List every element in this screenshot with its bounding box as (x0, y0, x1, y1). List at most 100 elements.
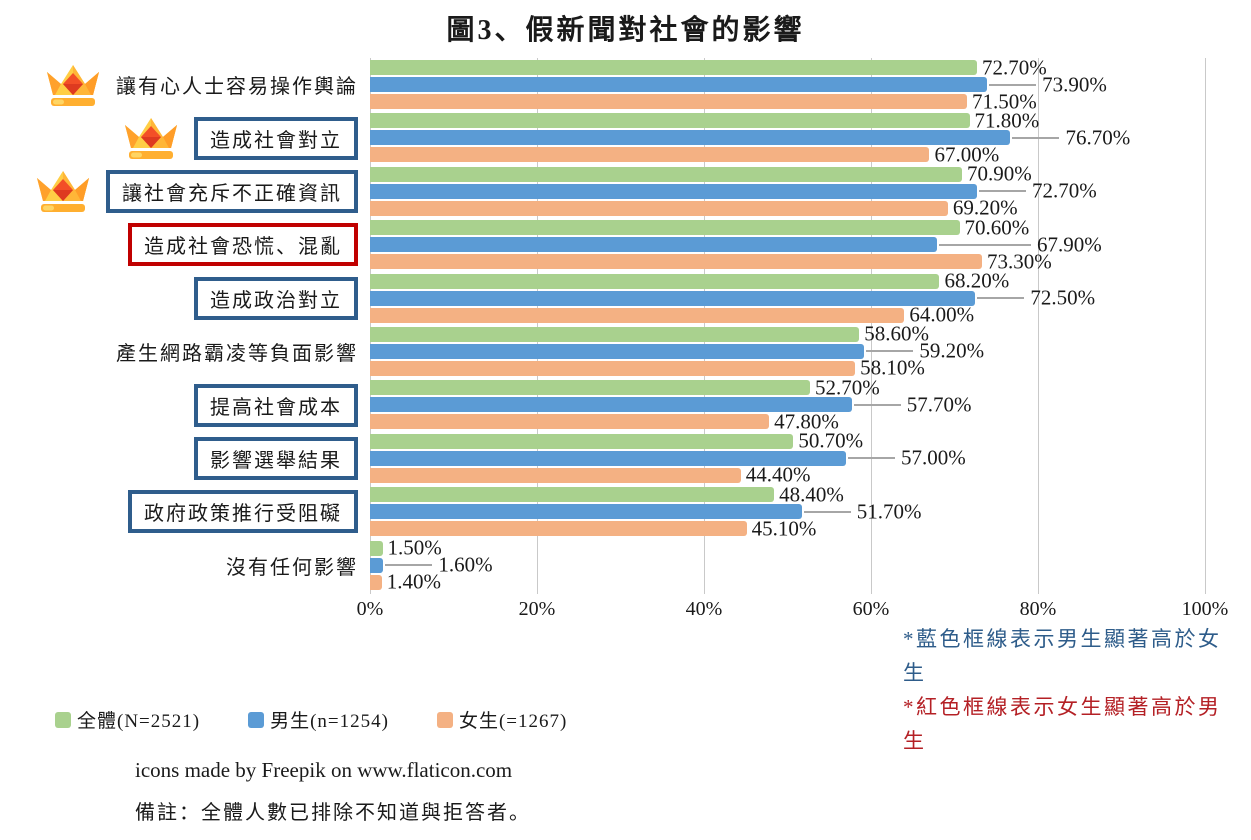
bars-group: 52.70% 57.70% 47.80% (370, 375, 1205, 433)
significance-notes: *藍色框線表示男生顯著高於女生 *紅色框線表示女生顯著高於男生 (903, 622, 1229, 758)
legend-label-female: 女生(=1267) (458, 711, 568, 732)
bar-female (370, 360, 856, 376)
icons-credit: icons made by Freepik on www.flaticon.co… (135, 758, 513, 782)
crown-icon (47, 64, 99, 106)
x-axis: 0% 20% 40% 60% 80% 100% (357, 598, 1229, 626)
chart-row: 造成社會對立 71.80% 76.70% 67.00% (0, 108, 1210, 166)
bar-female (370, 467, 741, 483)
value-label-total: 72.70% (982, 55, 1047, 79)
category-label: 影響選舉結果 (194, 436, 358, 480)
category-label: 造成社會對立 (194, 116, 358, 160)
footnote: 備註：全體人數已排除不知道與拒答者。 (135, 802, 531, 824)
legend-label-total: 全體(N=2521) (77, 711, 201, 732)
legend-label-male: 男生(n=1254) (270, 711, 389, 732)
chart-row: 讓有心人士容易操作輿論 72.70% 73.90% 71.50% (0, 55, 1210, 113)
value-label-total: 71.80% (974, 108, 1040, 133)
value-label-total: 48.40% (779, 482, 844, 507)
leader-line (803, 510, 851, 513)
bar-male (370, 343, 865, 359)
bar-female (370, 574, 382, 590)
bar-total (370, 113, 970, 129)
bar-female (370, 307, 905, 323)
gridline (871, 58, 872, 594)
chart-rows: 讓有心人士容易操作輿論 72.70% 73.90% 71.50% 造成社會對立 71.8… (0, 55, 1210, 594)
value-label-male: 57.00% (900, 445, 966, 470)
bar-female (370, 414, 770, 430)
chart-row: 沒有任何影響 1.50% 1.60% 1.40% (0, 535, 1210, 594)
value-label-total: 68.20% (944, 268, 1010, 293)
category-cell: 政府政策推行受阻礙 (0, 490, 370, 534)
gridline (537, 58, 538, 594)
category-label: 政府政策推行受阻礙 (128, 490, 358, 534)
bars-group: 68.20% 72.50% 64.00% (370, 268, 1205, 327)
gridline (1038, 58, 1039, 594)
bar-total (370, 60, 978, 75)
gridline (704, 58, 705, 594)
bars-group: 70.60% 67.90% 73.30% (370, 215, 1205, 274)
x-tick: 20% (518, 598, 556, 620)
bar-total (370, 380, 811, 396)
category-cell: 沒有任何影響 (0, 551, 370, 580)
x-tick: 40% (685, 598, 723, 620)
category-label: 提高社會成本 (194, 383, 358, 427)
value-label-male: 1.60% (438, 552, 493, 577)
bar-total (370, 540, 383, 556)
x-tick: 100% (1181, 598, 1229, 620)
leader-line (847, 457, 895, 460)
legend: 全體(N=2521) 男生(n=1254) 女生(=1267) (55, 706, 567, 733)
bar-total (370, 220, 960, 236)
category-cell: 提高社會成本 (0, 383, 370, 427)
value-label-male: 67.90% (1037, 232, 1102, 257)
value-label-total: 70.90% (967, 161, 1032, 186)
value-label-total: 52.70% (815, 375, 880, 400)
bar-male (370, 504, 802, 520)
note-female-higher: *紅色框線表示女生顯著高於男生 (903, 695, 1222, 753)
bar-female (370, 200, 948, 216)
value-label-male: 72.70% (1032, 178, 1097, 203)
category-label: 造成政治對立 (194, 276, 358, 320)
category-cell: 造成社會恐慌、混亂 (0, 223, 370, 267)
value-label-female: 71.50% (972, 89, 1037, 113)
bar-male (370, 397, 852, 413)
chart-row: 影響選舉結果 50.70% 57.00% 44.40% (0, 429, 1210, 487)
chart-row: 產生網路霸凌等負面影響 58.60% 59.20% 58.10% (0, 322, 1210, 380)
leader-line (989, 83, 1037, 86)
bar-female (370, 147, 930, 163)
value-label-female: 44.40% (745, 462, 811, 487)
bar-total (370, 326, 860, 342)
bars-group: 48.40% 51.70% 45.10% (370, 482, 1205, 540)
bars-group: 70.90% 72.70% 69.20% (370, 161, 1205, 220)
category-label: 產生網路霸凌等負面影響 (116, 343, 358, 366)
chart-row: 政府政策推行受阻礙 48.40% 51.70% 45.10% (0, 482, 1210, 540)
value-label-male: 73.90% (1042, 72, 1107, 96)
chart-row: 造成社會恐慌、混亂 70.60% 67.90% 73.30% (0, 215, 1210, 274)
value-label-female: 73.30% (987, 249, 1052, 274)
bar-total (370, 273, 940, 289)
bar-total (370, 487, 775, 503)
category-cell: 影響選舉結果 (0, 436, 370, 480)
legend-item-male: 男生(n=1254) (248, 706, 389, 733)
x-tick: 60% (852, 598, 890, 620)
bar-male (370, 450, 846, 466)
value-label-female: 1.40% (386, 569, 441, 594)
category-cell: 產生網路霸凌等負面影響 (0, 337, 370, 366)
bar-male (370, 130, 1011, 146)
category-cell: 造成社會對立 (0, 114, 370, 162)
category-label: 讓有心人士容易操作輿論 (116, 76, 358, 99)
value-label-total: 1.50% (387, 535, 442, 560)
crown-icon (37, 171, 89, 213)
value-label-male: 57.70% (906, 392, 972, 417)
category-cell: 造成政治對立 (0, 276, 370, 320)
gridline (1205, 58, 1206, 594)
bar-male (370, 77, 988, 92)
category-label: 沒有任何影響 (226, 556, 358, 579)
value-label-female: 69.20% (952, 195, 1018, 220)
value-label-male: 72.50% (1030, 285, 1096, 310)
value-label-female: 64.00% (909, 302, 975, 327)
bars-group: 1.50% 1.60% 1.40% (370, 535, 1205, 594)
category-cell: 讓有心人士容易操作輿論 (0, 61, 370, 109)
value-label-male: 76.70% (1065, 125, 1131, 150)
gridline (370, 58, 371, 594)
bars-group: 50.70% 57.00% 44.40% (370, 429, 1205, 487)
